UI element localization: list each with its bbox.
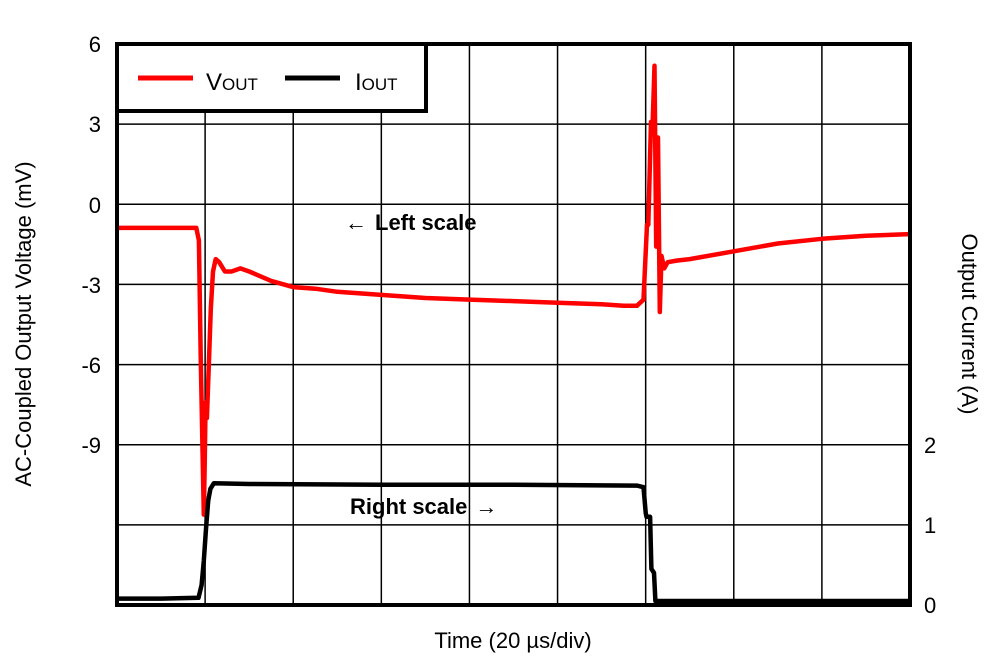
left-tick: 6 xyxy=(89,32,101,57)
right-tick: 2 xyxy=(924,433,936,458)
left-tick: -6 xyxy=(81,353,101,378)
legend-label-vout: VOUT xyxy=(206,69,258,96)
plot-traces xyxy=(117,63,911,604)
left-tick: -3 xyxy=(81,273,101,298)
right-axis-title: Output Current (A) xyxy=(957,234,982,415)
vout-trace xyxy=(117,63,911,517)
right-tick: 1 xyxy=(924,513,936,538)
left-tick: -9 xyxy=(81,433,101,458)
left-tick: 0 xyxy=(89,193,101,218)
right-axis-ticks: 2 1 0 xyxy=(924,433,936,618)
legend: VOUT IOUT xyxy=(115,42,428,113)
left-tick: 3 xyxy=(89,112,101,137)
plot-border xyxy=(115,42,912,607)
grid-lines xyxy=(117,44,910,605)
iout-trace xyxy=(117,480,910,604)
right-tick: 0 xyxy=(924,593,936,618)
left-axis-title: AC-Coupled Output Voltage (mV) xyxy=(11,161,36,486)
right-scale-annotation: Right scale → xyxy=(350,494,497,519)
left-axis-ticks: 6 3 0 -3 -6 -9 xyxy=(81,32,101,458)
legend-label-iout: IOUT xyxy=(355,69,398,96)
x-axis-title: Time (20 µs/div) xyxy=(434,628,591,653)
left-scale-annotation: ← Left scale xyxy=(345,210,477,235)
